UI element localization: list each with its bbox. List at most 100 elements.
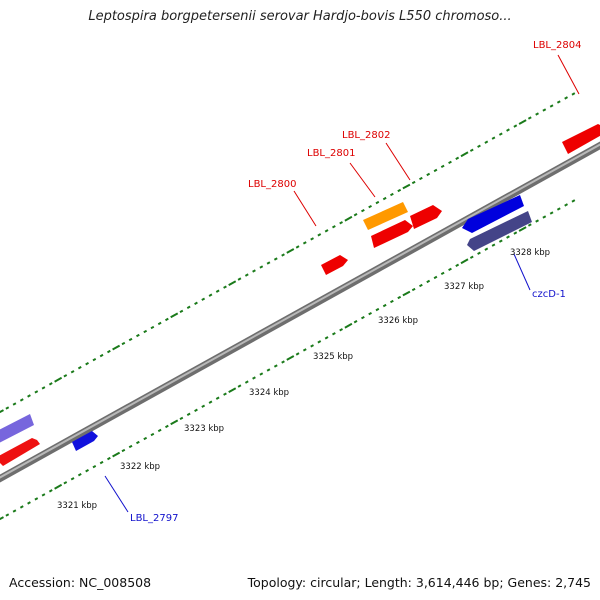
gene-label-czcd-1[interactable]: czcD-1 xyxy=(532,289,566,300)
minor-tick xyxy=(27,394,31,398)
minor-tick xyxy=(143,329,148,334)
map-title: Leptospira borgpetersenii serovar Hardjo… xyxy=(88,9,512,24)
minor-tick xyxy=(215,396,220,400)
genome-summary-text: Topology: circular; Length: 3,614,446 bp… xyxy=(247,575,591,590)
minor-tick xyxy=(506,128,510,132)
major-tick xyxy=(460,258,469,265)
gene-label-lbl-2800[interactable]: LBL_2800 xyxy=(248,179,296,190)
gene-feature-lbl-2800[interactable] xyxy=(321,255,348,275)
minor-tick xyxy=(527,223,532,227)
minor-tick xyxy=(390,192,394,197)
minor-tick xyxy=(353,213,358,217)
minor-tick xyxy=(128,337,133,342)
minor-tick xyxy=(237,277,242,281)
minor-tick xyxy=(368,312,372,316)
gene-feature-lbl-2804[interactable] xyxy=(562,124,600,154)
minor-tick xyxy=(99,460,104,465)
minor-tick xyxy=(448,160,452,164)
gene-feature-lbl-2797[interactable] xyxy=(72,431,98,451)
gene-feature-reverse-left[interactable] xyxy=(0,414,34,443)
minor-tick xyxy=(92,465,97,469)
minor-tick xyxy=(259,265,264,269)
minor-tick xyxy=(27,501,31,505)
gene-label-lbl-2801[interactable]: LBL_2801 xyxy=(307,148,355,159)
minor-tick xyxy=(513,124,518,128)
minor-tick xyxy=(491,136,496,140)
kbp-label-3321: 3321 kbp xyxy=(57,501,97,511)
minor-tick xyxy=(535,112,539,116)
minor-tick xyxy=(433,275,438,280)
major-tick xyxy=(286,355,295,361)
gene-label-lbl-2797[interactable]: LBL_2797 xyxy=(130,513,178,524)
gene-feature-lbl-2801[interactable] xyxy=(371,220,413,248)
minor-tick xyxy=(252,269,256,273)
minor-tick xyxy=(339,221,343,225)
minor-tick xyxy=(498,132,503,136)
minor-tick xyxy=(469,148,474,152)
minor-tick xyxy=(513,231,518,235)
minor-tick xyxy=(70,370,75,374)
minor-tick xyxy=(455,263,460,267)
gene-label-lbl-2802[interactable]: LBL_2802 xyxy=(342,130,390,141)
minor-tick xyxy=(549,104,554,108)
minor-tick xyxy=(426,172,431,177)
minor-tick xyxy=(19,398,24,402)
minor-tick xyxy=(281,360,285,364)
minor-tick xyxy=(150,432,155,437)
minor-tick xyxy=(542,215,547,219)
gene-label-lbl-2804[interactable]: LBL_2804 xyxy=(533,40,581,51)
gene-feature-forward-left[interactable] xyxy=(0,438,40,466)
minor-tick xyxy=(85,362,89,366)
minor-tick xyxy=(12,509,17,513)
major-tick xyxy=(54,376,63,383)
minor-tick xyxy=(92,358,97,362)
minor-tick xyxy=(48,382,53,386)
gene-feature-orange[interactable] xyxy=(363,202,408,230)
minor-tick xyxy=(375,200,380,205)
minor-tick xyxy=(48,489,53,493)
minor-tick xyxy=(310,344,314,348)
minor-tick xyxy=(433,168,438,173)
minor-tick xyxy=(411,180,416,185)
minor-tick xyxy=(150,325,155,330)
minor-tick xyxy=(527,116,532,120)
minor-tick xyxy=(440,271,445,275)
kbp-label-3325: 3325 kbp xyxy=(313,352,353,362)
minor-tick xyxy=(63,481,68,485)
minor-tick xyxy=(302,241,307,245)
minor-tick xyxy=(498,239,503,243)
minor-tick xyxy=(368,205,372,209)
major-tick xyxy=(286,248,295,254)
minor-tick xyxy=(484,247,489,251)
major-tick xyxy=(112,451,121,458)
gene-feature-blue[interactable] xyxy=(462,195,524,233)
minor-tick xyxy=(324,229,329,233)
gene-feature-lbl-2802[interactable] xyxy=(410,205,442,229)
minor-tick xyxy=(179,416,184,420)
minor-tick xyxy=(99,353,104,358)
minor-tick xyxy=(390,299,394,304)
tick-tracks xyxy=(0,92,576,521)
minor-tick xyxy=(194,301,198,305)
minor-tick xyxy=(179,309,184,313)
minor-tick xyxy=(201,404,206,408)
major-tick xyxy=(402,183,411,190)
minor-tick xyxy=(571,92,576,96)
minor-tick xyxy=(157,428,162,433)
gene-feature-czcd-1[interactable] xyxy=(467,211,532,251)
minor-tick xyxy=(397,188,402,193)
minor-tick xyxy=(107,456,111,461)
major-tick xyxy=(518,119,527,125)
minor-tick xyxy=(165,317,169,322)
minor-tick xyxy=(223,392,227,396)
minor-tick xyxy=(223,285,227,289)
minor-tick xyxy=(70,477,75,481)
major-tick xyxy=(228,280,237,286)
minor-tick xyxy=(542,108,547,112)
minor-tick xyxy=(506,235,510,239)
minor-tick xyxy=(5,513,10,517)
minor-tick xyxy=(361,316,365,320)
minor-tick xyxy=(549,211,554,215)
major-tick xyxy=(54,483,63,490)
minor-tick xyxy=(201,297,206,301)
